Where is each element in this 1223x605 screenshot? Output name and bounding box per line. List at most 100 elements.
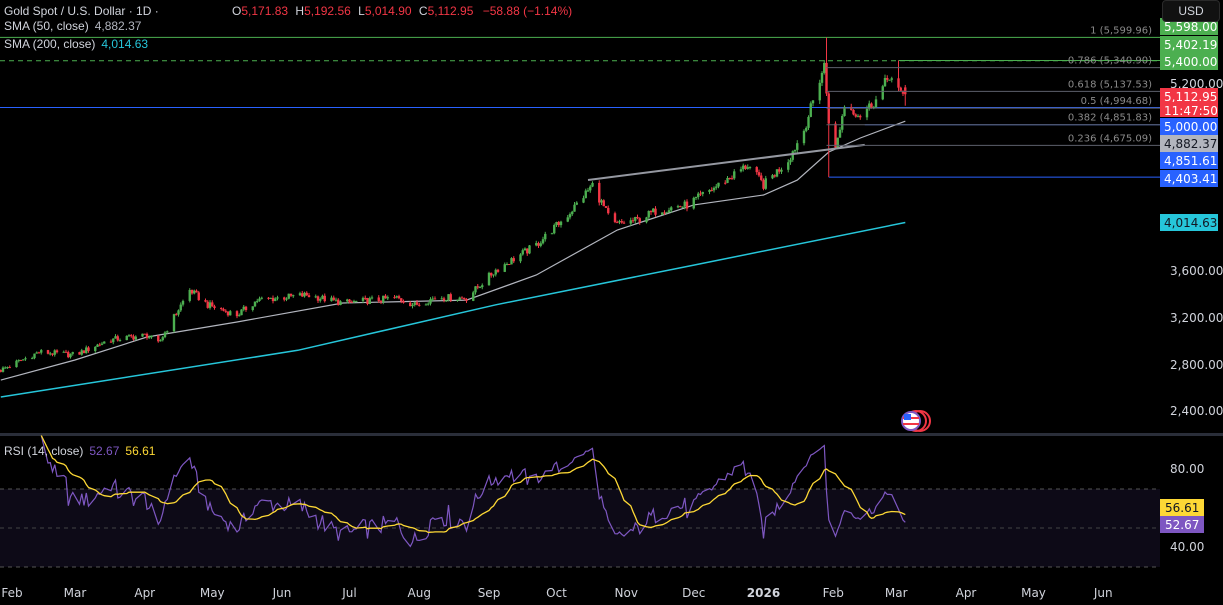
candle-body [179, 304, 182, 311]
candle-body [402, 301, 405, 303]
price-tag-text: 4,403.41 [1164, 172, 1217, 186]
fibonacci-layer[interactable]: 1 (5,599.96) 0.786 (5,340.90) 0.618 (5,137… [587, 25, 1160, 181]
candle [762, 178, 765, 191]
time-axis-label[interactable]: Aug [408, 586, 431, 600]
candle-body [134, 336, 137, 340]
candle-body [350, 301, 353, 303]
sma200-legend[interactable]: SMA (200, close) 4,014.63 [4, 37, 148, 51]
candle-body [631, 220, 635, 222]
candle-body [820, 72, 824, 83]
candle-body [339, 301, 342, 306]
candle [190, 289, 194, 295]
candle-body [24, 358, 27, 360]
time-axis-label[interactable]: Jun [1093, 586, 1113, 600]
candle-body [854, 114, 857, 117]
rsi-legend[interactable]: RSI (14, close) 52.67 56.61 [4, 444, 156, 458]
candle-body [206, 301, 209, 308]
sma50-legend[interactable]: SMA (50, close) 4,882.37 [4, 19, 142, 33]
candle [431, 296, 434, 302]
candle-body [204, 300, 207, 302]
candle [316, 295, 320, 304]
candle [71, 351, 74, 356]
time-axis-label[interactable]: Feb [823, 586, 844, 600]
time-axis-label[interactable]: Dec [682, 586, 705, 600]
candle [346, 298, 349, 304]
candle-body [496, 269, 500, 272]
candle [647, 210, 650, 220]
candle [0, 369, 2, 373]
time-axis[interactable]: Feb Mar Apr May Jun Jul Aug Sep Oct Nov Dec 2026 Feb… [1, 586, 1112, 600]
rsi-tick: 80.00 [1170, 462, 1204, 476]
candle [1, 366, 5, 373]
candle [856, 114, 860, 118]
candle-body [683, 201, 686, 207]
candle-body [409, 302, 412, 307]
candle-body [843, 106, 846, 116]
candle-body [49, 353, 52, 355]
candle-body [787, 162, 790, 170]
candle [96, 343, 99, 348]
candle [82, 350, 86, 354]
candle-body [856, 115, 860, 117]
candle-body [762, 179, 765, 189]
time-axis-label[interactable]: Nov [615, 586, 638, 600]
candle [112, 338, 115, 345]
currency-button[interactable]: USD [1162, 0, 1220, 22]
candle-body [334, 299, 338, 301]
candle-body [143, 333, 146, 335]
candle-body [283, 297, 286, 300]
time-axis-label[interactable]: Mar [885, 586, 908, 600]
time-axis-label[interactable]: Sep [478, 586, 501, 600]
candle [802, 129, 806, 146]
candle-body [96, 344, 99, 347]
rsi-ma-tag [1160, 499, 1204, 516]
time-axis-label[interactable]: Apr [956, 586, 977, 600]
time-axis-label[interactable]: May [200, 586, 225, 600]
time-axis-label[interactable]: Mar [64, 586, 87, 600]
time-axis-label[interactable]: Jul [341, 586, 356, 600]
candle [303, 291, 306, 298]
time-axis-label[interactable]: 2026 [747, 586, 780, 600]
candle-body [742, 165, 745, 170]
candle [361, 296, 365, 304]
candle-body [71, 352, 74, 354]
candle [256, 298, 259, 304]
time-axis-label[interactable]: Oct [546, 586, 567, 600]
candle-body [260, 297, 263, 299]
candle-body [730, 178, 734, 180]
time-axis-label[interactable]: Jun [272, 586, 292, 600]
candle-body [868, 103, 871, 109]
time-axis-label[interactable]: May [1021, 586, 1046, 600]
candle-body [251, 306, 254, 310]
candle [334, 297, 338, 302]
candle-body [67, 352, 70, 358]
candle-body [598, 182, 601, 203]
candle [298, 291, 302, 296]
symbol-title[interactable]: Gold Spot / U.S. Dollar · 1D · [4, 4, 159, 18]
time-axis-label[interactable]: Apr [134, 586, 155, 600]
candle-body [181, 300, 185, 305]
candle-body [881, 86, 884, 100]
pane-separator[interactable] [0, 433, 1223, 436]
candle [242, 304, 245, 312]
candle-body [746, 167, 749, 169]
candle-body [80, 350, 83, 355]
candle [494, 268, 497, 277]
candle [337, 298, 340, 306]
economic-events-flag-icon[interactable] [901, 410, 931, 432]
price-axis[interactable]: 5,200.00 3,600.00 3,200.00 2,800.00 2,40… [1170, 77, 1223, 418]
candle-body [368, 298, 371, 305]
fib-level-label: 0.236 (4,675.09) [1068, 133, 1152, 144]
candle-body [159, 340, 162, 342]
candle [85, 345, 88, 354]
candle-body [645, 217, 648, 223]
time-axis-label[interactable]: Feb [1, 586, 22, 600]
candle-body [773, 175, 776, 177]
candle-body [636, 216, 639, 219]
candle [492, 274, 495, 278]
candle [622, 220, 626, 224]
candle-body [269, 297, 272, 299]
candle-body [661, 212, 664, 215]
candle-body [539, 243, 542, 246]
